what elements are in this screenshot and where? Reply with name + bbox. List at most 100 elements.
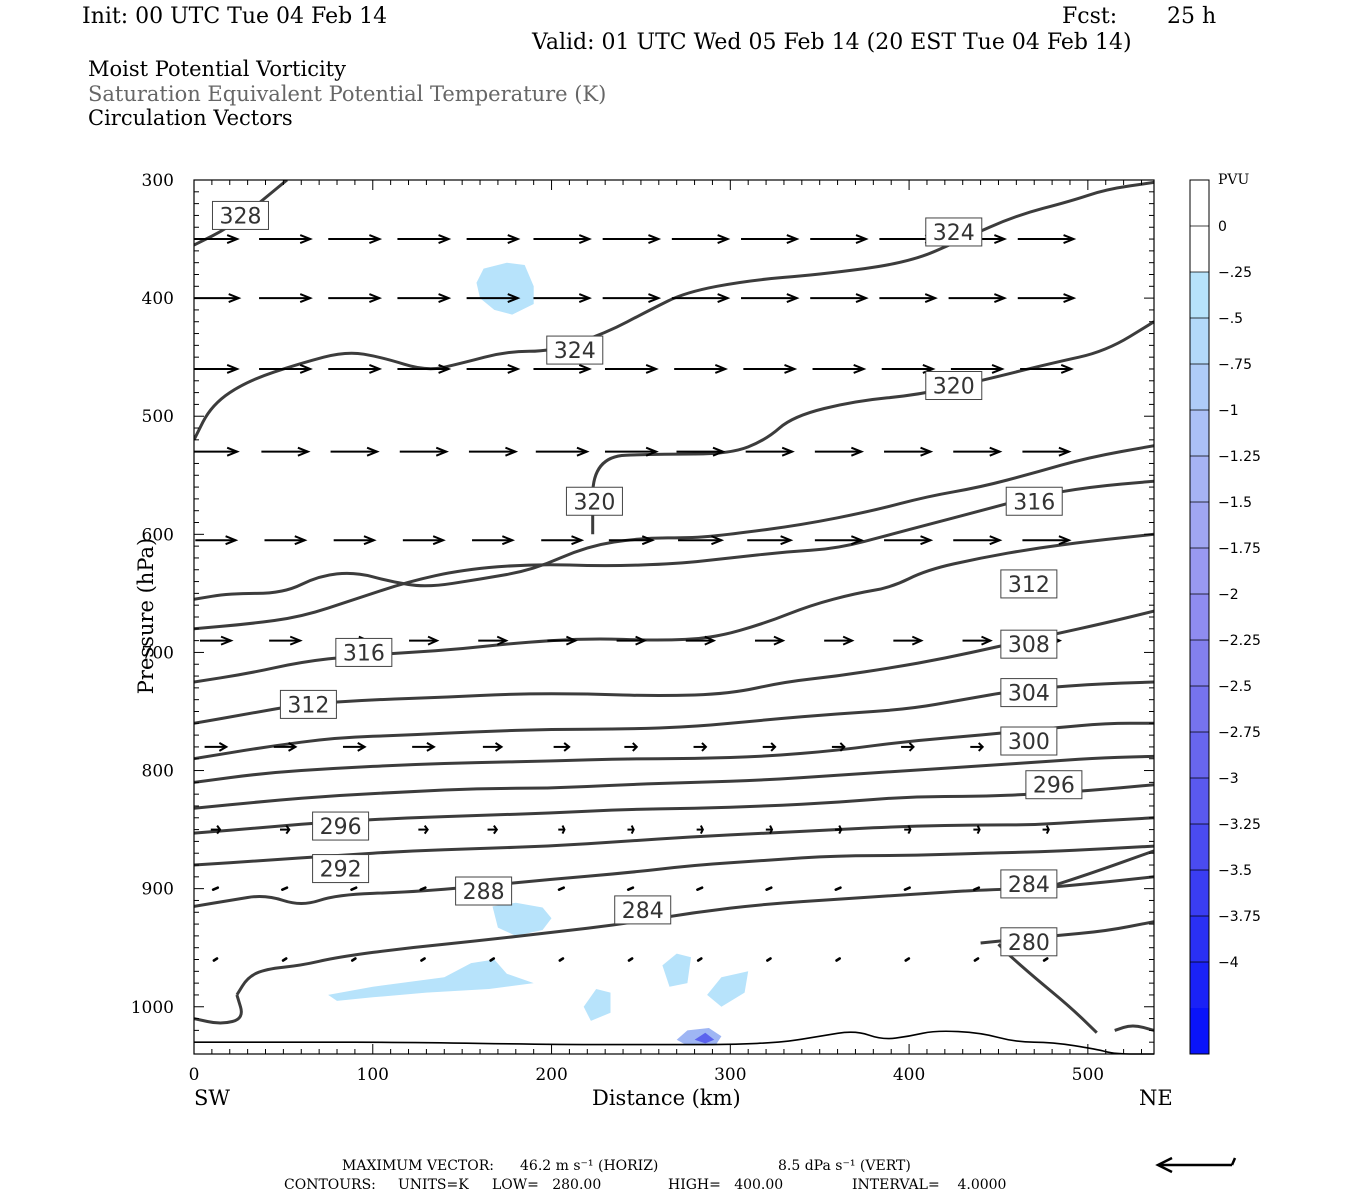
- reference-vector-arrow: [1155, 1156, 1237, 1174]
- vector-7-0: [210, 824, 222, 835]
- vector-3-1: [261, 446, 311, 457]
- contour-label-11: 300: [1000, 726, 1058, 756]
- vector-3-6: [604, 446, 659, 457]
- max-vector-label: MAXIMUM VECTOR:: [342, 1158, 494, 1174]
- pv-shading-layer: [328, 262, 749, 1045]
- colorbar-level-label: −2.25: [1218, 633, 1261, 649]
- pv-region-0: [476, 262, 534, 315]
- vector-7-9: [835, 825, 843, 835]
- contour-292-12: [194, 816, 1154, 867]
- vector-5-1: [269, 635, 303, 646]
- vector-2-11: [950, 364, 1005, 374]
- vector-3-4: [468, 446, 519, 457]
- vector-9-2: [350, 957, 357, 962]
- colorbar-cell: [1190, 226, 1209, 273]
- vector-0-6: [602, 234, 662, 244]
- vector-0-8: [741, 234, 800, 244]
- pv-region-7: [676, 1028, 722, 1045]
- vector-2-7: [674, 364, 729, 374]
- vector-5-5: [547, 635, 578, 646]
- vector-4-4: [472, 535, 516, 546]
- vector-1-6: [602, 293, 662, 304]
- contour-label-10: 304: [1000, 678, 1058, 708]
- vector-9-3: [420, 957, 426, 962]
- contour-label-text: 284: [622, 899, 664, 924]
- vector-6-10: [901, 742, 915, 752]
- contour-label-7: 316: [335, 637, 393, 667]
- x-tick-label: 300: [714, 1065, 746, 1085]
- contour-label-text: 324: [554, 339, 596, 364]
- vector-4-8: [747, 535, 794, 546]
- vector-1-10: [879, 293, 938, 304]
- contour-label-text: 320: [573, 490, 615, 515]
- contour-label-6: 312: [1000, 569, 1058, 599]
- vector-9-5: [558, 957, 565, 962]
- colorbar-cell: [1190, 824, 1209, 871]
- vector-8-0: [211, 886, 220, 891]
- vector-4-12: [1022, 535, 1072, 546]
- vector-3-3: [399, 446, 449, 457]
- contour-280-16: [194, 994, 243, 1025]
- vector-9-4: [489, 957, 496, 962]
- vector-2-1: [259, 364, 313, 374]
- contour-label-3: 320: [925, 371, 983, 401]
- y-tick-label: 900: [142, 880, 174, 900]
- forecast-hours: 25 h: [1167, 4, 1217, 29]
- vector-9-7: [696, 957, 703, 962]
- x-tick-label: 100: [357, 1065, 389, 1085]
- vector-3-5: [535, 446, 590, 457]
- vector-2-2: [328, 364, 383, 374]
- x-end-label-ne: NE: [1139, 1086, 1173, 1110]
- vector-1-7: [671, 293, 731, 304]
- vector-2-10: [881, 364, 936, 374]
- contour-label-2: 324: [546, 335, 604, 365]
- vector-4-9: [814, 535, 865, 546]
- contour-label-text: 292: [320, 858, 362, 883]
- contour-label-13: 296: [312, 811, 370, 841]
- vector-9-12: [1042, 957, 1049, 962]
- contour-288-13: [194, 844, 1154, 908]
- vector-4-0: [195, 535, 239, 546]
- colorbar-level-label: −3.25: [1218, 817, 1261, 833]
- colorbar-cell: [1190, 548, 1209, 595]
- contour-label-5: 316: [1005, 486, 1063, 516]
- vector-7-3: [418, 824, 429, 835]
- colorbar-cell: [1190, 502, 1209, 549]
- max-vector-vert: 8.5 dPa s⁻¹ (VERT): [778, 1158, 911, 1174]
- vector-5-8: [754, 635, 786, 646]
- vector-3-9: [814, 446, 865, 457]
- vector-4-11: [953, 535, 1003, 546]
- colorbar-cell: [1190, 686, 1209, 733]
- colorbar-cell: [1190, 180, 1209, 227]
- field-title-mpv: Moist Potential Vorticity: [88, 57, 346, 81]
- colorbar-cell: [1190, 640, 1209, 687]
- vector-3-2: [330, 446, 380, 457]
- theta-es-contour-layer: [194, 180, 1154, 1034]
- vector-3-0: [194, 446, 240, 457]
- vector-6-8: [762, 742, 777, 752]
- vector-7-8: [765, 825, 774, 835]
- vector-8-11: [972, 886, 981, 891]
- vector-4-2: [333, 535, 377, 546]
- colorbar: 0 −.25 −.5 −.75 −1 −1.25 −1.5 −1.75 −2 −2.25 −2.5 −…: [1189, 179, 1261, 1055]
- contour-label-15: 288: [455, 876, 513, 906]
- contours-interval: INTERVAL= 4.0000: [852, 1177, 1007, 1193]
- colorbar-cell: [1190, 916, 1209, 963]
- contour-316-5: [194, 479, 1154, 631]
- contour-304-8: [194, 680, 1154, 761]
- vector-2-9: [812, 364, 867, 374]
- vector-7-5: [558, 825, 566, 835]
- contour-296-11: [194, 783, 1154, 835]
- contours-label: CONTOURS:: [284, 1177, 376, 1193]
- contour-label-text: 320: [933, 375, 975, 400]
- contour-label-text: 308: [1008, 633, 1050, 658]
- colorbar-level-label: −1.75: [1218, 541, 1261, 557]
- colorbar-level-label: −.75: [1218, 357, 1252, 373]
- contour-296-10: [194, 754, 1154, 810]
- contour-label-text: 280: [1008, 931, 1050, 956]
- contour-label-4: 320: [565, 486, 623, 516]
- colorbar-level-label: −3.75: [1218, 909, 1261, 925]
- vector-0-7: [671, 234, 731, 244]
- y-tick-label: 500: [142, 407, 174, 427]
- vector-1-11: [948, 293, 1008, 304]
